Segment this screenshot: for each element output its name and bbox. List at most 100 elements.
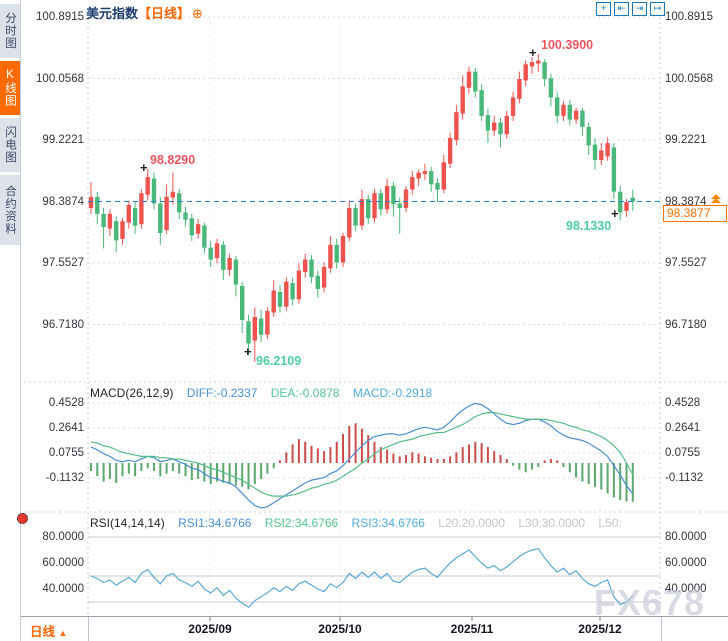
y-axis-label: 97.5527 [665, 257, 707, 269]
candle [145, 176, 150, 195]
candle [542, 62, 547, 80]
candle [510, 97, 516, 116]
candle [485, 115, 491, 131]
period-selector-label: 日线 [30, 625, 56, 639]
candle [422, 171, 428, 175]
tab-label: 分时图 [4, 12, 16, 50]
fx678-watermark: FX678 [594, 582, 706, 623]
candle [366, 199, 371, 219]
x-axis-line [20, 616, 728, 617]
candle [555, 97, 560, 116]
symbol-name: 美元指数 [86, 6, 139, 21]
y-axis-label: 40.0000 [665, 583, 707, 595]
price-annotation: 98.1330 [566, 219, 612, 233]
candle [504, 115, 509, 135]
candle [114, 221, 119, 241]
sidebar-tab-flash-chart[interactable]: 闪电图 [0, 118, 20, 172]
macd-dea-value: DEA:-0.0878 [270, 386, 340, 400]
y-axis-label: -0.1132 [665, 472, 704, 484]
y-axis-label: 40.0000 [42, 583, 84, 595]
x-axis-label: 2025/09 [188, 622, 232, 636]
y-axis-label: 100.0568 [36, 72, 84, 85]
candle [170, 191, 176, 198]
y-axis-label: 100.0568 [665, 72, 713, 85]
candle [618, 191, 623, 213]
chart-toolbar: + ⇤ ⇥ ↦ [596, 2, 665, 16]
candle [429, 171, 434, 185]
candle [208, 247, 213, 260]
candle [214, 243, 220, 259]
y-axis-label: 100.8915 [36, 11, 84, 23]
candle [347, 207, 352, 238]
candle [630, 197, 635, 202]
x-axis-label: 2025/11 [450, 622, 494, 636]
extreme-marker-icon: + [140, 160, 148, 175]
candle [240, 286, 245, 320]
y-axis-label: 0.0755 [48, 447, 84, 459]
period-selector[interactable]: 日线 ▲ [30, 621, 67, 640]
go-latest-icon[interactable]: ↦ [650, 2, 665, 16]
candle [611, 147, 617, 192]
candle [561, 104, 566, 116]
sidebar-tab-kline-chart[interactable]: K线图 [0, 61, 20, 115]
candle [321, 266, 327, 288]
tab-label: 合约资料 [4, 185, 16, 235]
candle [177, 193, 182, 213]
candle [536, 60, 541, 64]
sidebar-tab-time-chart[interactable]: 分时图 [0, 4, 20, 58]
candle [334, 244, 339, 263]
candle [227, 258, 232, 270]
macd-title: MACD(26,12,9) [90, 386, 174, 400]
candle [151, 178, 157, 204]
rsi-l50: L50: [598, 516, 622, 530]
candle [221, 244, 226, 270]
candle [126, 204, 131, 223]
live-indicator-icon [17, 513, 28, 524]
rsi-l20: L20:20.0000 [438, 516, 505, 530]
zoom-out-x-icon[interactable]: ⇥ [632, 2, 647, 16]
candle [284, 281, 289, 307]
y-axis-label: 80.0000 [42, 531, 84, 543]
price-annotation: 98.8290 [150, 153, 196, 167]
y-axis-label: 99.2221 [42, 134, 84, 146]
candle [202, 225, 207, 248]
macd-diff-value: DIFF:-0.2337 [186, 386, 258, 400]
add-indicator-icon[interactable]: ⊕ [192, 6, 203, 21]
crosshair-icon[interactable]: + [596, 2, 611, 16]
footer-divider-right [661, 617, 662, 641]
y-axis-label: 0.4528 [48, 397, 84, 409]
left-tab-strip: 分时图 K线图 闪电图 合约资料 [0, 0, 21, 641]
candle [599, 150, 604, 161]
candle [183, 212, 188, 220]
candle [460, 86, 465, 114]
y-axis-label: 0.4528 [665, 397, 701, 409]
sidebar-tab-contract-info[interactable]: 合约资料 [0, 175, 20, 245]
candle [303, 259, 308, 273]
candle [107, 213, 113, 229]
candle [384, 185, 390, 210]
extreme-marker-icon: + [611, 206, 619, 221]
candle [328, 244, 333, 269]
rsi1-value: RSI1:34.6766 [178, 516, 252, 530]
candle [246, 321, 251, 344]
candle [233, 259, 239, 285]
zoom-in-x-icon[interactable]: ⇤ [614, 2, 629, 16]
x-axis-label: 2025/10 [318, 622, 362, 636]
candle [189, 218, 194, 236]
rsi2-value: RSI2:34.6766 [264, 516, 339, 530]
candle [435, 182, 440, 190]
candle [132, 207, 138, 226]
candle [517, 79, 522, 99]
y-axis-label: 0.2641 [48, 422, 84, 434]
candle [120, 221, 125, 239]
candle [195, 224, 201, 234]
rsi-l30: L30:30.0000 [518, 516, 586, 530]
candle [391, 185, 396, 205]
rsi-title: RSI(14,14,14) [90, 516, 165, 530]
y-axis-label: 98.3874 [42, 195, 84, 208]
candle [605, 143, 610, 157]
candle [164, 196, 169, 231]
x-axis-label: 2025/12 [578, 622, 622, 636]
